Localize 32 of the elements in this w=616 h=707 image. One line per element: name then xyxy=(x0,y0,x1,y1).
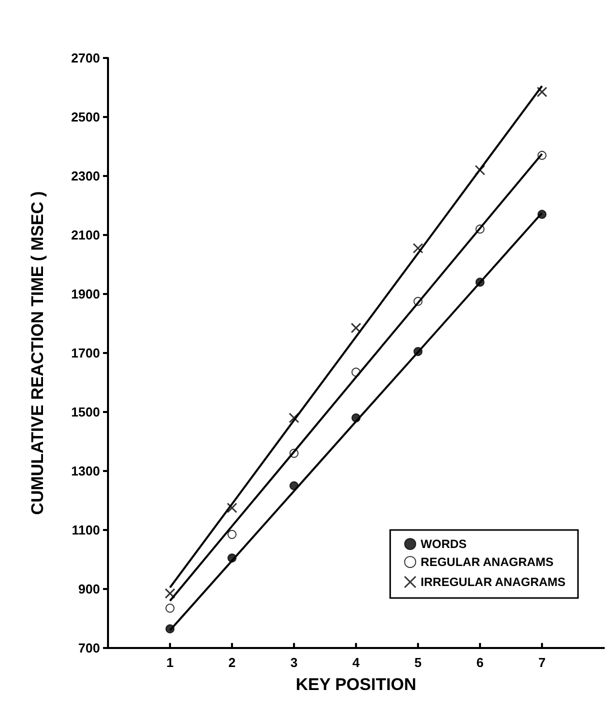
point xyxy=(228,530,236,539)
y-tick-label: 2300 xyxy=(71,168,100,184)
x-tick-label: 3 xyxy=(290,655,298,670)
x-tick-label: 6 xyxy=(476,655,484,670)
y-tick-label: 2700 xyxy=(71,50,100,66)
x-tick-label: 5 xyxy=(414,655,422,670)
point xyxy=(164,588,176,599)
y-tick-label: 700 xyxy=(78,640,100,656)
point xyxy=(226,502,238,514)
legend-label: WORDS xyxy=(420,537,467,551)
x-tick-label: 2 xyxy=(228,655,236,670)
point xyxy=(350,322,362,334)
legend-label: IRREGULAR ANAGRAMS xyxy=(420,575,566,589)
y-tick-label: 900 xyxy=(78,582,100,596)
x-axis-title: KEY POSITION xyxy=(296,675,416,694)
y-tick-label: 1900 xyxy=(71,286,100,302)
y-tick-label: 2100 xyxy=(71,228,100,242)
point xyxy=(166,604,174,613)
x-tick-label: 4 xyxy=(352,655,360,670)
y-tick-label: 1500 xyxy=(71,404,100,420)
y-tick-label: 1700 xyxy=(71,346,100,360)
legend-label: REGULAR ANAGRAMS xyxy=(420,555,554,569)
point xyxy=(288,412,300,424)
y-tick-label: 1100 xyxy=(72,522,100,538)
point xyxy=(536,86,548,98)
y-axis-title: CUMULATIVE REACTION TIME ( MSEC ) xyxy=(28,191,47,515)
point xyxy=(412,243,424,254)
y-tick-label: 1300 xyxy=(71,464,100,478)
x-tick-label: 7 xyxy=(538,655,546,670)
x-tick-label: 1 xyxy=(166,655,174,670)
y-tick-label: 2500 xyxy=(71,110,100,124)
point xyxy=(474,164,486,176)
